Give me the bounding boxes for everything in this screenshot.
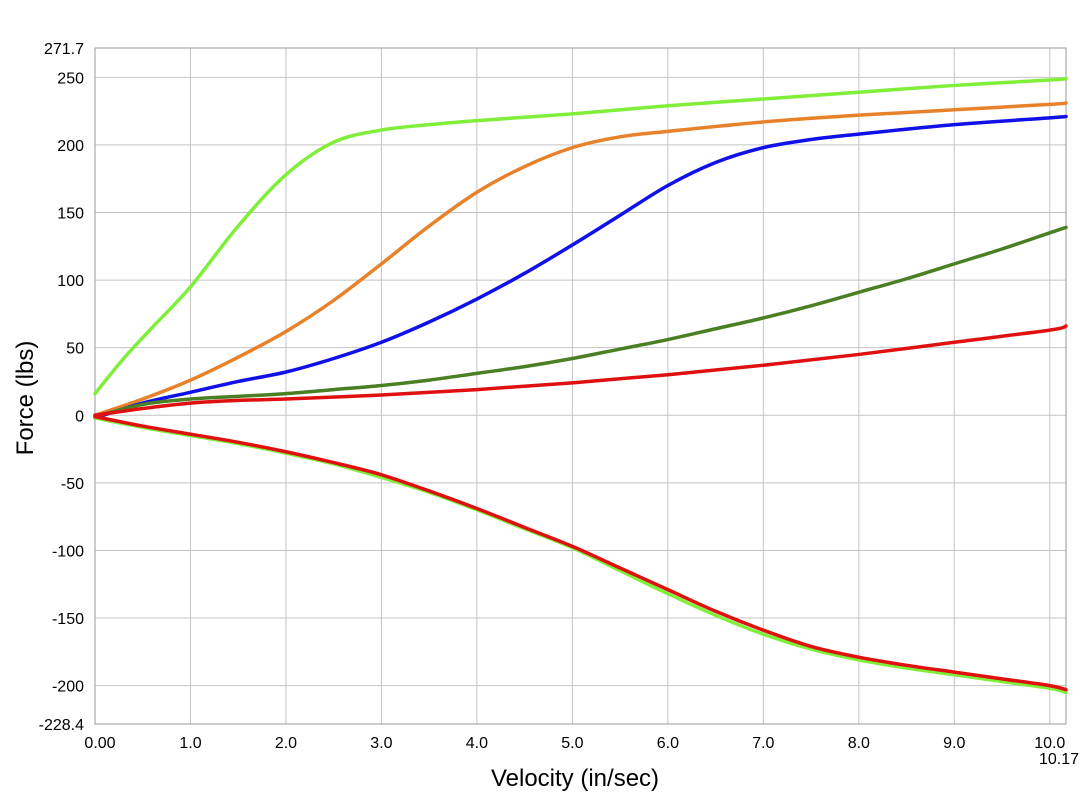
y-tick-label: 100 bbox=[57, 273, 84, 290]
y-tick-label: 250 bbox=[57, 70, 84, 87]
plot-frame bbox=[94, 47, 1067, 725]
y-tick-label: -150 bbox=[52, 611, 84, 628]
y-tick-label: -228.4 bbox=[39, 717, 84, 734]
x-tick-label: 4.0 bbox=[466, 735, 488, 752]
series-line-4 bbox=[93, 225, 1068, 419]
y-tick-label: 271.7 bbox=[44, 41, 84, 58]
y-tick-label: 200 bbox=[57, 138, 84, 155]
x-tick-label: 9.0 bbox=[943, 735, 965, 752]
y-tick-labels: 271.7 250 200 150 100 50 0 -50 -100 -150 -200 -228.… bbox=[39, 41, 84, 734]
series-line-3 bbox=[93, 114, 1068, 420]
series-line-7 bbox=[93, 414, 1068, 692]
x-tick-label: 1.0 bbox=[179, 735, 201, 752]
series-group bbox=[93, 76, 1068, 695]
x-tick-label: 7.0 bbox=[752, 735, 774, 752]
y-tick-label: 50 bbox=[66, 341, 84, 358]
x-axis-label: Velocity (in/sec) bbox=[491, 765, 659, 792]
x-tick-label: 0.00 bbox=[84, 735, 115, 752]
x-tick-label: 5.0 bbox=[561, 735, 583, 752]
x-tick-label: 10.0 bbox=[1034, 735, 1065, 752]
series-line-5 bbox=[93, 324, 1068, 418]
y-tick-label: 150 bbox=[57, 206, 84, 223]
x-tick-label: 6.0 bbox=[657, 735, 679, 752]
y-tick-label: -50 bbox=[61, 476, 84, 493]
y-tick-label: -100 bbox=[52, 543, 84, 560]
series-line-2 bbox=[93, 101, 1068, 418]
x-tick-label: 8.0 bbox=[848, 735, 870, 752]
series-line-1 bbox=[93, 76, 1068, 396]
x-tick-labels: 0.00 1.0 2.0 3.0 4.0 5.0 6.0 7.0 8.0 9.0 10.010.17 bbox=[84, 735, 1079, 768]
y-axis-label: Force (lbs) bbox=[12, 341, 39, 456]
y-tick-label: -200 bbox=[52, 679, 84, 696]
y-tick-label: 0 bbox=[75, 408, 84, 425]
x-tick-label: 10.17 bbox=[1039, 751, 1079, 768]
x-tick-label: 2.0 bbox=[275, 735, 297, 752]
x-tick-label: 3.0 bbox=[370, 735, 392, 752]
